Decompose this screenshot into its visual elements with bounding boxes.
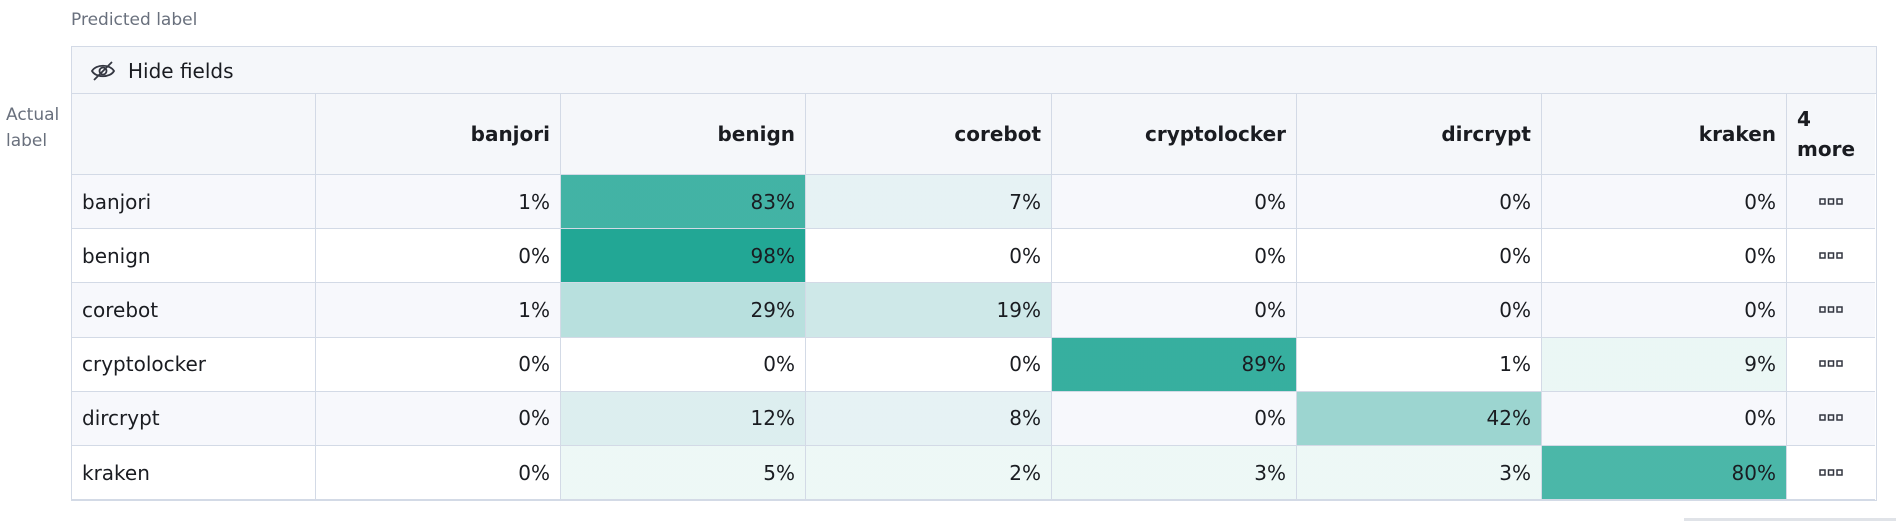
header-cell bbox=[72, 94, 316, 175]
matrix-cell: 89% bbox=[1052, 337, 1297, 392]
ellipsis-icon bbox=[1819, 414, 1843, 422]
matrix-cell: 0% bbox=[1052, 229, 1297, 284]
matrix-cell: 0% bbox=[316, 337, 561, 392]
row-label: cryptolocker bbox=[72, 337, 316, 392]
matrix-cell: 0% bbox=[1052, 391, 1297, 446]
matrix-cell: 0% bbox=[316, 229, 561, 284]
scrollbar bbox=[1684, 518, 1896, 521]
column-header[interactable]: corebot bbox=[806, 94, 1052, 175]
row-label: kraken bbox=[72, 446, 316, 501]
matrix-cell: 1% bbox=[316, 283, 561, 338]
matrix-cell: 0% bbox=[806, 337, 1052, 392]
matrix-cell: 0% bbox=[316, 446, 561, 501]
matrix-cell: 19% bbox=[806, 283, 1052, 338]
column-header[interactable]: kraken bbox=[1542, 94, 1787, 175]
matrix-cell: 0% bbox=[1052, 175, 1297, 230]
matrix-cell: 3% bbox=[1052, 446, 1297, 501]
row-label: banjori bbox=[72, 175, 316, 230]
predicted-label: Predicted label bbox=[71, 10, 198, 30]
matrix-cell: 2% bbox=[806, 446, 1052, 501]
row-label: dircrypt bbox=[72, 391, 316, 446]
ellipsis-icon bbox=[1819, 252, 1843, 259]
row-label: corebot bbox=[72, 283, 316, 338]
ellipsis-icon bbox=[1819, 306, 1843, 313]
row-actions-button[interactable] bbox=[1787, 229, 1875, 284]
matrix-cell: 8% bbox=[806, 391, 1052, 446]
matrix-cell: 0% bbox=[1052, 283, 1297, 338]
matrix-cell: 1% bbox=[316, 175, 561, 230]
column-header[interactable]: banjori bbox=[316, 94, 561, 175]
row-actions-button[interactable] bbox=[1787, 446, 1875, 501]
matrix-cell: 0% bbox=[561, 337, 806, 392]
matrix-cell: 29% bbox=[561, 283, 806, 338]
matrix-cell: 5% bbox=[561, 446, 806, 501]
ellipsis-icon bbox=[1819, 197, 1843, 205]
matrix-cell: 0% bbox=[1542, 283, 1787, 338]
matrix-cell: 3% bbox=[1297, 446, 1542, 501]
column-header[interactable]: dircrypt bbox=[1297, 94, 1542, 175]
matrix-cell: 42% bbox=[1297, 391, 1542, 446]
matrix-cell: 0% bbox=[1542, 175, 1787, 230]
matrix-cell: 0% bbox=[316, 391, 561, 446]
matrix-cell: 0% bbox=[1542, 391, 1787, 446]
column-header[interactable]: benign bbox=[561, 94, 806, 175]
matrix-cell: 0% bbox=[806, 229, 1052, 284]
row-actions-button[interactable] bbox=[1787, 175, 1875, 230]
hide-fields-button[interactable]: Hide fields bbox=[90, 56, 234, 86]
matrix-cell: 0% bbox=[1297, 283, 1542, 338]
more-columns-header[interactable]: 4 more bbox=[1787, 94, 1875, 175]
matrix-cell: 12% bbox=[561, 391, 806, 446]
toolbar bbox=[72, 47, 1876, 94]
row-label: benign bbox=[72, 229, 316, 284]
row-actions-button[interactable] bbox=[1787, 337, 1875, 392]
ellipsis-icon bbox=[1819, 360, 1843, 367]
row-actions-button[interactable] bbox=[1787, 283, 1875, 338]
matrix-cell: 0% bbox=[1297, 175, 1542, 230]
data-grid bbox=[71, 46, 1877, 501]
ellipsis-icon bbox=[1819, 468, 1843, 476]
matrix-cell: 0% bbox=[1297, 229, 1542, 284]
matrix-cell: 9% bbox=[1542, 337, 1787, 392]
matrix-cell: 7% bbox=[806, 175, 1052, 230]
matrix-cell: 83% bbox=[561, 175, 806, 230]
actual-label: Actual label bbox=[6, 105, 60, 151]
matrix-cell: 80% bbox=[1542, 446, 1787, 501]
matrix-cell: 0% bbox=[1542, 229, 1787, 284]
column-header[interactable]: cryptolocker bbox=[1052, 94, 1297, 175]
row-actions-button[interactable] bbox=[1787, 391, 1875, 446]
eye-slash-icon bbox=[90, 61, 116, 81]
hide-fields-text: Hide fields bbox=[128, 59, 234, 83]
matrix-cell: 98% bbox=[561, 229, 806, 284]
matrix-cell: 1% bbox=[1297, 337, 1542, 392]
